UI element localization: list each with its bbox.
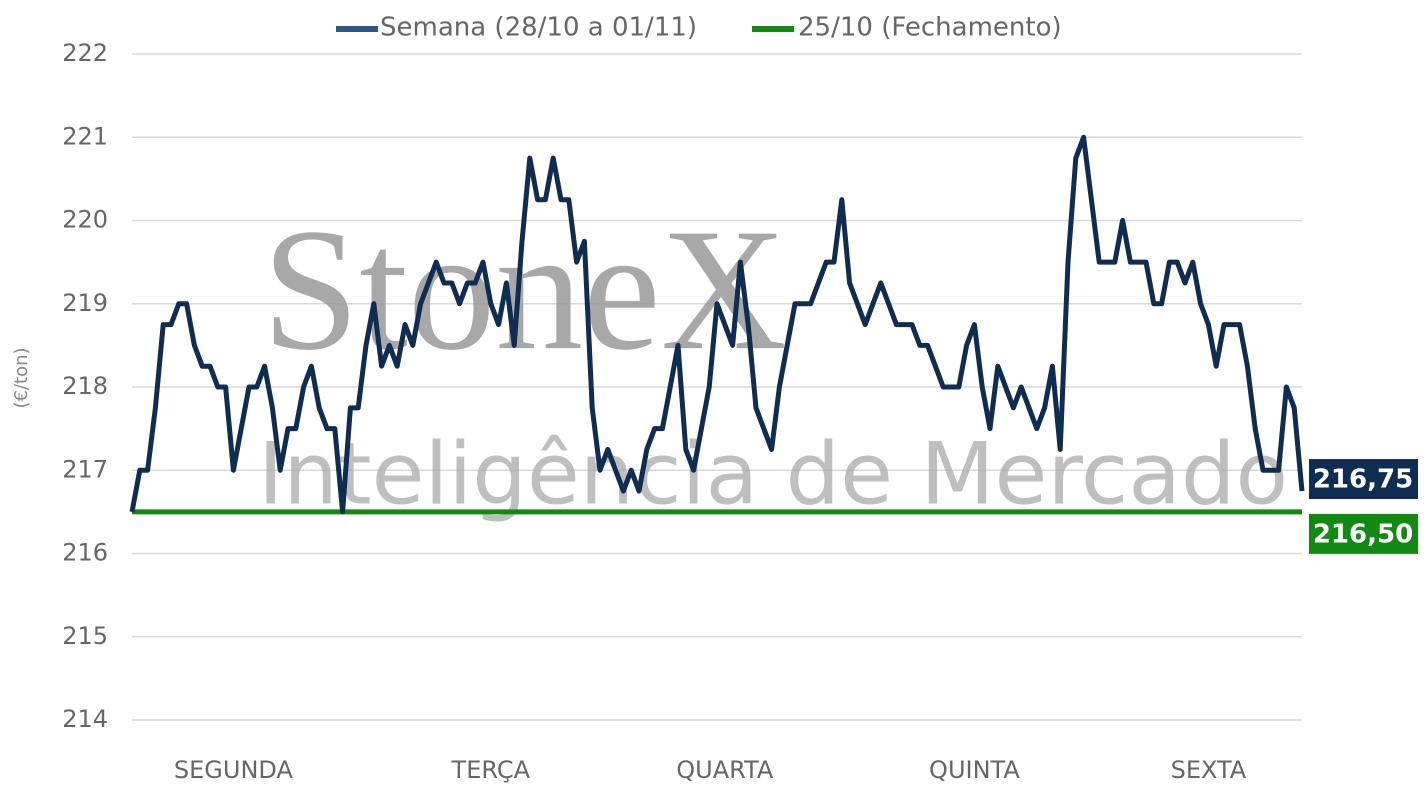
line [129, 134, 1305, 515]
y-tick-label: 215 [62, 622, 108, 650]
value-label-box [1309, 513, 1418, 554]
x-tick-label: QUINTA [929, 756, 1020, 784]
y-tick-label: 221 [62, 122, 108, 150]
legend-label: Semana (28/10 a 01/11) [380, 13, 697, 43]
y-tick-label: 214 [62, 705, 108, 733]
value-label-box [1309, 459, 1418, 500]
y-tick-label: 218 [62, 372, 108, 400]
y-axis-label: (€/ton) [11, 347, 32, 408]
y-tick-label: 222 [62, 39, 108, 67]
x-tick-label: QUARTA [676, 756, 774, 784]
x-tick-label: TERÇA [451, 756, 531, 784]
value-label: 216,75 [1313, 465, 1413, 495]
y-tick-label: 220 [62, 206, 108, 234]
y-tick-label: 217 [62, 455, 108, 483]
value-label: 216,50 [1313, 519, 1413, 549]
y-tick-label: 216 [62, 539, 108, 567]
y-tick-label: 219 [62, 289, 108, 317]
legend-label: 25/10 (Fechamento) [798, 13, 1062, 43]
x-tick-label: SEXTA [1171, 756, 1247, 784]
x-tick-label: SEGUNDA [174, 756, 294, 784]
